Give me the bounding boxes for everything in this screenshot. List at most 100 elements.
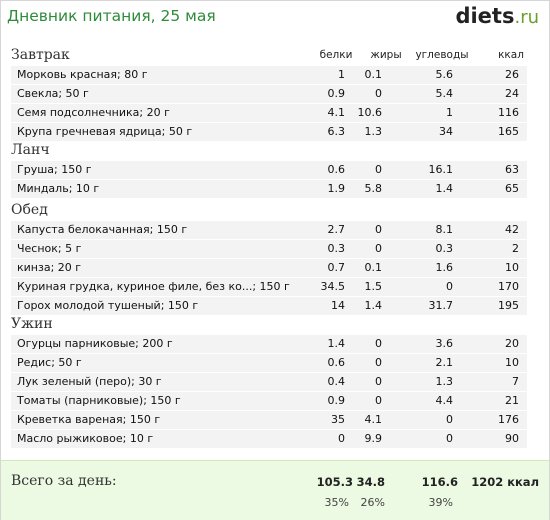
- food-fat: 0: [375, 87, 382, 100]
- total-protein: 105.3: [316, 475, 353, 489]
- meal-title: Завтрак: [11, 47, 70, 63]
- food-kcal: 10: [505, 261, 519, 274]
- page-title: Дневник питания, 25 мая: [7, 7, 216, 25]
- food-protein: 0.3: [327, 242, 346, 255]
- header: Дневник питания, 25 мая diets.ru: [1, 1, 549, 37]
- food-protein: 1: [338, 68, 345, 81]
- food-row[interactable]: Груша; 150 г 0.6 0 16.1 63: [11, 161, 527, 179]
- food-carbs: 0.3: [435, 242, 454, 255]
- food-name: Семя подсолнечника; 20 г: [17, 106, 170, 119]
- food-protein: 35: [331, 413, 345, 426]
- food-carbs: 1: [446, 106, 453, 119]
- food-fat: 0.1: [364, 68, 383, 81]
- food-fat: 10.6: [357, 106, 383, 119]
- food-name: Крупа гречневая ядрица; 50 г: [17, 125, 193, 138]
- food-kcal: 63: [505, 163, 519, 176]
- food-kcal: 116: [498, 106, 519, 119]
- food-fat: 1.3: [364, 125, 383, 138]
- food-carbs: 5.4: [435, 87, 454, 100]
- food-carbs: 34: [439, 125, 453, 138]
- food-name: Миндаль; 10 г: [17, 182, 100, 195]
- food-name: Куриная грудка, куриное филе, без ко...;…: [17, 280, 290, 293]
- food-kcal: 170: [498, 280, 519, 293]
- daily-totals: Всего за день: 105.3 34.8 116.6 1202 кка…: [1, 460, 549, 520]
- food-fat: 0: [375, 242, 382, 255]
- food-kcal: 42: [505, 223, 519, 236]
- food-fat: 0: [375, 394, 382, 407]
- food-row[interactable]: Редис; 50 г 0.6 0 2.1 10: [11, 354, 527, 372]
- food-kcal: 20: [505, 337, 519, 350]
- food-protein: 0.6: [327, 163, 346, 176]
- food-row[interactable]: Огурцы парниковые; 200 г 1.4 0 3.6 20: [11, 335, 527, 353]
- food-carbs: 5.6: [435, 68, 454, 81]
- food-kcal: 176: [498, 413, 519, 426]
- food-carbs: 4.4: [435, 394, 454, 407]
- food-carbs: 8.1: [435, 223, 454, 236]
- food-row[interactable]: Чеснок; 5 г 0.3 0 0.3 2: [11, 240, 527, 258]
- food-name: кинза; 20 г: [17, 261, 82, 274]
- food-row[interactable]: Крупа гречневая ядрица; 50 г 6.3 1.3 34 165: [11, 123, 527, 141]
- logo-main: diets: [455, 4, 515, 28]
- carbs-percent: 39%: [428, 496, 453, 509]
- food-fat: 0: [375, 223, 382, 236]
- total-fat: 34.8: [356, 475, 385, 489]
- food-fat: 0.1: [364, 261, 383, 274]
- logo-tld: .ru: [514, 7, 539, 28]
- food-kcal: 7: [512, 375, 519, 388]
- food-kcal: 24: [505, 87, 519, 100]
- column-header-carbs: углеводы: [415, 49, 469, 61]
- food-row[interactable]: Капуста белокачанная; 150 г 2.7 0 8.1 42: [11, 221, 527, 239]
- column-header-kcal: ккал: [498, 49, 524, 61]
- food-fat: 1.5: [364, 280, 383, 293]
- food-row[interactable]: Миндаль; 10 г 1.9 5.8 1.4 65: [11, 180, 527, 198]
- food-fat: 0: [375, 356, 382, 369]
- food-row[interactable]: Лук зеленый (перо); 30 г 0.4 0 1.3 7: [11, 373, 527, 391]
- meal-title: Обед: [11, 202, 48, 218]
- food-kcal: 2: [512, 242, 519, 255]
- food-protein: 0: [338, 432, 345, 445]
- food-row[interactable]: Куриная грудка, куриное филе, без ко...;…: [11, 278, 527, 296]
- food-name: Чеснок; 5 г: [17, 242, 82, 255]
- food-carbs: 2.1: [435, 356, 454, 369]
- food-row[interactable]: Креветка вареная; 150 г 35 4.1 0 176: [11, 411, 527, 429]
- food-protein: 0.9: [327, 87, 346, 100]
- food-carbs: 3.6: [435, 337, 454, 350]
- food-row[interactable]: Семя подсолнечника; 20 г 4.1 10.6 1 116: [11, 104, 527, 122]
- food-kcal: 165: [498, 125, 519, 138]
- food-row[interactable]: кинза; 20 г 0.7 0.1 1.6 10: [11, 259, 527, 277]
- food-kcal: 10: [505, 356, 519, 369]
- food-carbs: 0: [446, 413, 453, 426]
- meal-title: Ужин: [11, 316, 53, 332]
- food-carbs: 0: [446, 280, 453, 293]
- food-protein: 34.5: [320, 280, 346, 293]
- food-row[interactable]: Горох молодой тушеный; 150 г 14 1.4 31.7 195: [11, 297, 527, 315]
- total-kcal: 1202 ккал: [471, 475, 539, 489]
- food-protein: 4.1: [327, 106, 346, 119]
- food-protein: 0.9: [327, 394, 346, 407]
- protein-percent: 35%: [324, 496, 349, 509]
- column-header-protein: белки: [319, 49, 353, 61]
- food-row[interactable]: Свекла; 50 г 0.9 0 5.4 24: [11, 85, 527, 103]
- food-fat: 4.1: [364, 413, 383, 426]
- food-fat: 1.4: [364, 299, 383, 312]
- food-row[interactable]: Масло рыжиковое; 10 г 0 9.9 0 90: [11, 430, 527, 448]
- food-name: Креветка вареная; 150 г: [17, 413, 161, 426]
- column-headers: белки жиры углеводы ккал: [1, 49, 549, 63]
- food-protein: 14: [331, 299, 345, 312]
- totals-label: Всего за день:: [11, 473, 117, 489]
- food-row[interactable]: Томаты (парниковые); 150 г 0.9 0 4.4 21: [11, 392, 527, 410]
- food-row[interactable]: Морковь красная; 80 г 1 0.1 5.6 26: [11, 66, 527, 84]
- column-header-fat: жиры: [370, 49, 402, 61]
- food-kcal: 195: [498, 299, 519, 312]
- food-fat: 0: [375, 163, 382, 176]
- site-logo[interactable]: diets.ru: [455, 4, 539, 28]
- food-carbs: 1.3: [435, 375, 454, 388]
- food-name: Огурцы парниковые; 200 г: [17, 337, 173, 350]
- food-fat: 5.8: [364, 182, 383, 195]
- food-name: Лук зеленый (перо); 30 г: [17, 375, 162, 388]
- food-fat: 9.9: [364, 432, 383, 445]
- food-carbs: 0: [446, 432, 453, 445]
- food-name: Капуста белокачанная; 150 г: [17, 223, 188, 236]
- food-protein: 6.3: [327, 125, 346, 138]
